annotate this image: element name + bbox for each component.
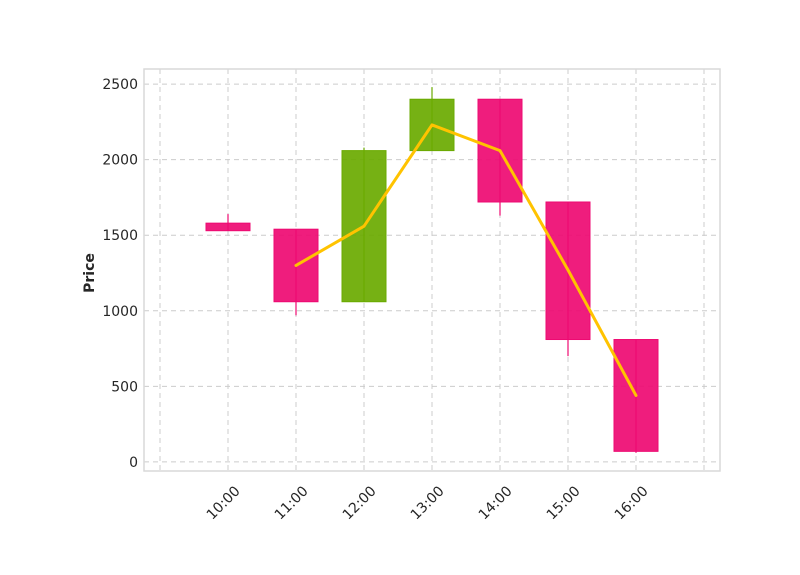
- y-axis-label: Price: [82, 253, 98, 293]
- y-tick-label: 1000: [102, 304, 138, 320]
- x-tick-label: 10:00: [204, 483, 244, 523]
- candle: [205, 214, 251, 232]
- x-tick-label: 12:00: [340, 483, 380, 523]
- moving-average-line: [294, 123, 638, 397]
- x-tick-label: 11:00: [272, 483, 312, 523]
- y-tick-label: 1500: [102, 228, 138, 244]
- candle-body: [409, 98, 455, 152]
- y-tick-label: 2000: [102, 153, 138, 169]
- moving-average: [294, 123, 638, 397]
- candle-body: [205, 222, 251, 232]
- x-tick-label: 16:00: [612, 483, 652, 523]
- candle: [409, 87, 455, 152]
- y-tick-label: 0: [129, 455, 138, 471]
- plot-frame: [143, 68, 721, 472]
- x-tick-label: 14:00: [476, 483, 516, 523]
- y-tick-label: 500: [111, 379, 138, 395]
- y-tick-label: 2500: [102, 77, 138, 93]
- candle: [545, 201, 591, 357]
- candle: [477, 98, 523, 216]
- y-tick-labels: 0 500 1000 1500 2000 2500: [102, 77, 138, 471]
- x-tick-label: 15:00: [544, 483, 584, 523]
- x-tick-labels: 10:00 11:00 12:00 13:00 14:00 15:00 16:00: [204, 483, 652, 523]
- x-tick-label: 13:00: [408, 483, 448, 523]
